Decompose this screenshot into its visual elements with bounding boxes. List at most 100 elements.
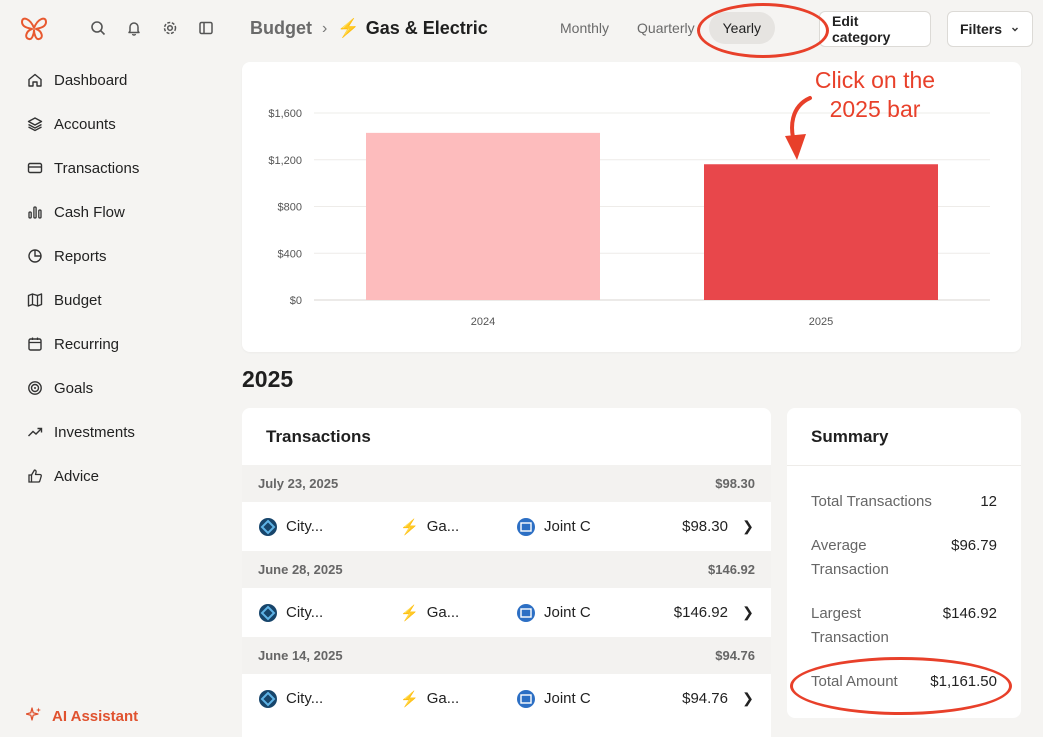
bank-logo-icon: [517, 603, 535, 622]
tab-quarterly[interactable]: Quarterly: [637, 20, 695, 36]
transaction-date: July 23, 2025: [258, 476, 339, 491]
category-name: Ga...: [426, 690, 460, 707]
sidebar: Dashboard Accounts Transactions Cash Flo…: [0, 0, 222, 737]
filters-label: Filters: [960, 21, 1003, 37]
tab-yearly[interactable]: Yearly: [708, 12, 776, 44]
merchant-logo-icon: [259, 603, 277, 622]
transaction-amount: $94.76: [682, 690, 728, 707]
sidebar-item-label: Transactions: [54, 159, 140, 177]
transaction-amount: $98.30: [682, 518, 728, 535]
sidebar-item-advice[interactable]: Advice: [0, 454, 222, 498]
sidebar-item-dashboard[interactable]: Dashboard: [0, 58, 222, 102]
y-tick-label: $0: [290, 295, 302, 307]
account-name: Joint C: [544, 690, 591, 707]
bell-icon[interactable]: [124, 18, 144, 38]
section-title: 2025: [242, 366, 294, 392]
transaction-merchant[interactable]: City...: [258, 603, 400, 623]
pie-chart-icon: [26, 247, 44, 265]
summary-value: $1,161.50: [930, 673, 997, 690]
lightning-icon: ⚡: [400, 518, 419, 536]
target-icon: [26, 379, 44, 397]
summary-row: Total Transactions 12: [811, 490, 997, 514]
breadcrumb-current: ⚡ Gas & Electric: [337, 18, 487, 39]
transaction-date-total: $94.76: [715, 648, 755, 663]
summary-value: $146.92: [942, 605, 997, 622]
edit-category-button[interactable]: Edit category: [819, 11, 931, 47]
y-tick-label: $400: [278, 248, 302, 260]
chart-card: $0 $400 $800 $1,200 $1,600 2024 2025: [242, 62, 1021, 352]
merchant-logo-icon: [259, 689, 277, 708]
summary-label: Total Transactions: [811, 493, 932, 510]
transactions-card: Transactions July 23, 2025 $98.30 City..…: [242, 408, 771, 737]
sidebar-item-investments[interactable]: Investments: [0, 410, 222, 454]
sidebar-item-accounts[interactable]: Accounts: [0, 102, 222, 146]
filters-button[interactable]: Filters: [947, 11, 1033, 47]
ai-assistant-button[interactable]: AI Assistant: [25, 706, 138, 727]
transaction-category[interactable]: ⚡ Ga...: [400, 690, 516, 708]
page-header: Budget › ⚡ Gas & Electric Monthly Quarte…: [222, 0, 1043, 58]
transactions-list: July 23, 2025 $98.30 City... ⚡ Ga... Joi…: [242, 465, 771, 723]
y-tick-label: $1,600: [268, 108, 302, 120]
bar-2025[interactable]: [704, 164, 938, 300]
merchant-logo-icon: [259, 517, 277, 536]
chevron-right-icon[interactable]: ❯: [742, 604, 754, 620]
chevron-right-icon[interactable]: ❯: [742, 518, 754, 534]
transaction-date-total: $98.30: [715, 476, 755, 491]
table-row[interactable]: City... ⚡ Ga... Joint C $94.76 ❯: [242, 674, 771, 723]
sidebar-item-label: Recurring: [54, 335, 120, 353]
sidebar-item-label: Accounts: [54, 115, 116, 133]
table-row[interactable]: City... ⚡ Ga... Joint C $98.30 ❯: [242, 502, 771, 551]
sidebar-item-label: Reports: [54, 247, 107, 265]
transaction-category[interactable]: ⚡ Ga...: [400, 518, 516, 536]
merchant-name: City...: [286, 518, 324, 535]
sidebar-item-label: Budget: [54, 291, 102, 309]
sidebar-item-reports[interactable]: Reports: [0, 234, 222, 278]
transaction-account[interactable]: Joint C: [516, 689, 616, 709]
transaction-account[interactable]: Joint C: [516, 603, 616, 623]
tab-monthly[interactable]: Monthly: [560, 20, 610, 36]
transaction-date-header: June 28, 2025 $146.92: [242, 551, 771, 588]
x-tick-label: 2025: [809, 316, 833, 328]
annotation-line-2: 2025 bar: [829, 96, 921, 122]
summary-title: Summary: [811, 427, 889, 446]
transaction-date-header: June 14, 2025 $94.76: [242, 637, 771, 674]
annotation-arrow-icon: [785, 96, 812, 160]
breadcrumb-budget-link[interactable]: Budget: [250, 18, 312, 38]
sidebar-toggle-icon[interactable]: [196, 18, 216, 38]
lightning-icon: ⚡: [337, 18, 360, 38]
sidebar-item-transactions[interactable]: Transactions: [0, 146, 222, 190]
transaction-account[interactable]: Joint C: [516, 517, 616, 537]
table-row[interactable]: City... ⚡ Ga... Joint C $146.92 ❯: [242, 588, 771, 637]
bar-2024[interactable]: [366, 132, 600, 300]
summary-row: Total Amount $1,161.50: [811, 670, 997, 694]
sidebar-item-label: Cash Flow: [54, 203, 125, 221]
chevron-right-icon: ›: [322, 19, 328, 37]
transaction-amount: $146.92: [673, 604, 728, 621]
bank-logo-icon: [517, 689, 535, 708]
transaction-merchant[interactable]: City...: [258, 517, 400, 537]
gear-icon[interactable]: [160, 18, 180, 38]
y-tick-label: $1,200: [268, 155, 302, 167]
transaction-merchant[interactable]: City...: [258, 689, 400, 709]
thumbs-up-icon: [26, 467, 44, 485]
x-tick-label: 2024: [471, 316, 495, 328]
summary-value: 12: [980, 493, 997, 510]
edit-category-label: Edit category: [832, 13, 891, 45]
page-title: Gas & Electric: [365, 18, 488, 38]
sidebar-nav: Dashboard Accounts Transactions Cash Flo…: [0, 58, 222, 498]
transaction-category[interactable]: ⚡ Ga...: [400, 604, 516, 622]
y-tick-label: $800: [278, 202, 302, 214]
transactions-title: Transactions: [266, 427, 371, 446]
sidebar-item-cash-flow[interactable]: Cash Flow: [0, 190, 222, 234]
sidebar-item-recurring[interactable]: Recurring: [0, 322, 222, 366]
chevron-down-icon: [1010, 21, 1020, 37]
sidebar-item-label: Advice: [54, 467, 100, 485]
sidebar-item-budget[interactable]: Budget: [0, 278, 222, 322]
butterfly-logo-icon[interactable]: [20, 16, 48, 42]
credit-card-icon: [26, 159, 44, 177]
bank-logo-icon: [517, 517, 535, 536]
sidebar-item-goals[interactable]: Goals: [0, 366, 222, 410]
chevron-right-icon[interactable]: ❯: [742, 690, 754, 706]
search-icon[interactable]: [88, 18, 108, 38]
summary-label: Total Amount: [811, 673, 898, 690]
